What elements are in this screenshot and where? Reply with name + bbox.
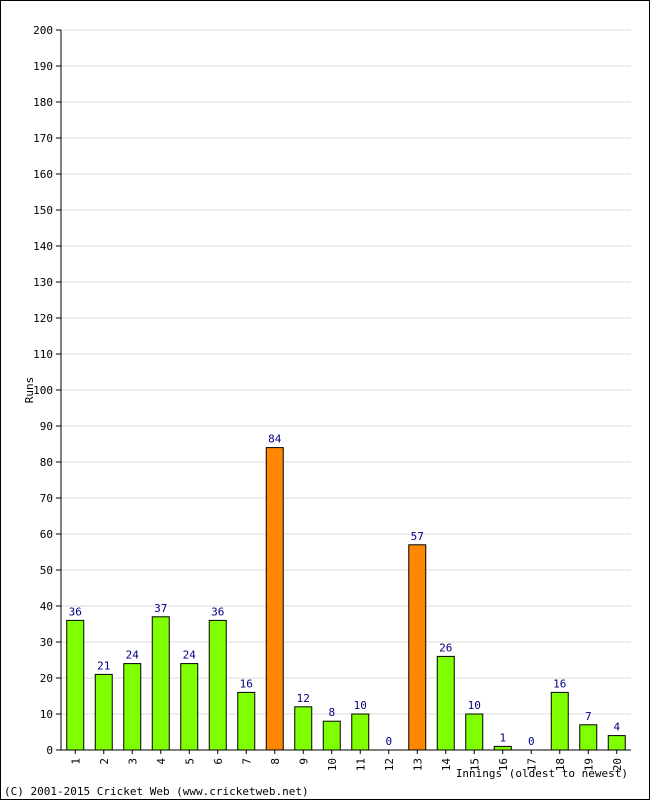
x-axis-title: Innings (oldest to newest) [456, 767, 628, 780]
y-tick-label: 140 [33, 240, 53, 253]
y-tick-label: 180 [33, 96, 53, 109]
bar-innings-1 [66, 619, 85, 751]
data-label-innings-15: 10 [468, 699, 481, 712]
data-label-innings-18: 16 [553, 677, 566, 690]
bar-innings-18 [550, 691, 569, 751]
y-tick-label: 190 [33, 60, 53, 73]
bars [66, 447, 626, 751]
bar-innings-14 [436, 655, 455, 751]
x-tick-label: 2 [98, 758, 111, 765]
y-tick-label: 30 [40, 636, 53, 649]
bar-innings-3 [123, 663, 142, 751]
bar-innings-10 [322, 720, 341, 751]
data-label-innings-11: 10 [354, 699, 367, 712]
bar-innings-20 [607, 735, 626, 751]
y-tick-label: 70 [40, 492, 53, 505]
bar-innings-9 [294, 706, 313, 751]
data-label-innings-9: 12 [297, 692, 310, 705]
y-tick-label: 50 [40, 564, 53, 577]
data-label-innings-12: 0 [385, 735, 392, 748]
y-tick-label: 100 [33, 384, 53, 397]
x-tick-label: 5 [183, 758, 196, 765]
data-label-innings-8: 84 [268, 433, 282, 446]
y-tick-label: 90 [40, 420, 53, 433]
data-label-innings-19: 7 [585, 710, 592, 723]
copyright-footer: (C) 2001-2015 Cricket Web (www.cricketwe… [4, 785, 309, 798]
data-label-innings-7: 16 [240, 677, 253, 690]
x-axis-ticks: 1 2 3 4 5 6 7 8 9 10 11 12 13 14 15 16 17 18 19 20 [69, 750, 624, 771]
y-tick-label: 120 [33, 312, 53, 325]
bar-innings-11 [351, 713, 370, 751]
x-tick-label: 12 [383, 758, 396, 771]
x-tick-label: 10 [326, 758, 339, 771]
x-tick-label: 20 [611, 758, 624, 771]
y-tick-label: 130 [33, 276, 53, 289]
bar-innings-16 [493, 745, 512, 751]
y-tick-label: 170 [33, 132, 53, 145]
data-label-innings-13: 57 [411, 530, 424, 543]
x-tick-label: 8 [269, 758, 282, 765]
y-tick-label: 20 [40, 672, 53, 685]
y-axis-title: Runs [23, 377, 36, 404]
bar-innings-15 [465, 713, 484, 751]
x-tick-label: 6 [212, 758, 225, 765]
y-tick-label: 10 [40, 708, 53, 721]
data-label-innings-1: 36 [69, 605, 82, 618]
x-tick-label: 1 [69, 758, 82, 765]
y-tick-label: 60 [40, 528, 53, 541]
bar-innings-13 [408, 544, 427, 751]
data-label-innings-2: 21 [97, 659, 110, 672]
y-tick-label: 160 [33, 168, 53, 181]
bar-innings-6 [208, 619, 227, 751]
bar-innings-4 [151, 616, 170, 751]
y-axis-ticks: 0 10 20 30 40 50 60 70 80 90 100 110 120 130 140 150 160… [33, 24, 61, 757]
data-label-innings-17: 0 [528, 735, 535, 748]
x-tick-label: 11 [354, 758, 367, 771]
x-tick-label: 19 [582, 758, 595, 771]
y-tick-label: 0 [46, 744, 53, 757]
bar-innings-5 [180, 663, 199, 751]
gridlines [61, 29, 631, 751]
y-tick-label: 40 [40, 600, 53, 613]
y-tick-label: 150 [33, 204, 53, 217]
data-label-innings-16: 1 [499, 731, 506, 744]
x-tick-label: 14 [440, 758, 453, 772]
data-label-innings-4: 37 [154, 602, 167, 615]
x-tick-label: 9 [297, 758, 310, 765]
bar-innings-7 [237, 691, 256, 751]
data-label-innings-10: 8 [328, 706, 335, 719]
x-tick-label: 4 [155, 758, 168, 765]
data-label-innings-20: 4 [613, 721, 620, 734]
data-label-innings-14: 26 [439, 641, 452, 654]
y-tick-label: 200 [33, 24, 53, 37]
x-tick-label: 13 [411, 758, 424, 771]
x-tick-label: 7 [240, 758, 253, 765]
data-label-innings-6: 36 [211, 605, 224, 618]
y-tick-label: 80 [40, 456, 53, 469]
x-tick-label: 3 [126, 758, 139, 765]
x-tick-label: 15 [468, 758, 481, 771]
data-label-innings-5: 24 [183, 649, 197, 662]
data-label-innings-3: 24 [126, 649, 140, 662]
x-tick-label: 18 [554, 758, 567, 771]
x-tick-label: 16 [497, 758, 510, 771]
y-tick-label: 110 [33, 348, 53, 361]
bar-innings-19 [579, 724, 598, 751]
x-tick-label: 17 [525, 758, 538, 771]
bar-innings-2 [94, 673, 113, 751]
bar-innings-8 [265, 447, 284, 751]
